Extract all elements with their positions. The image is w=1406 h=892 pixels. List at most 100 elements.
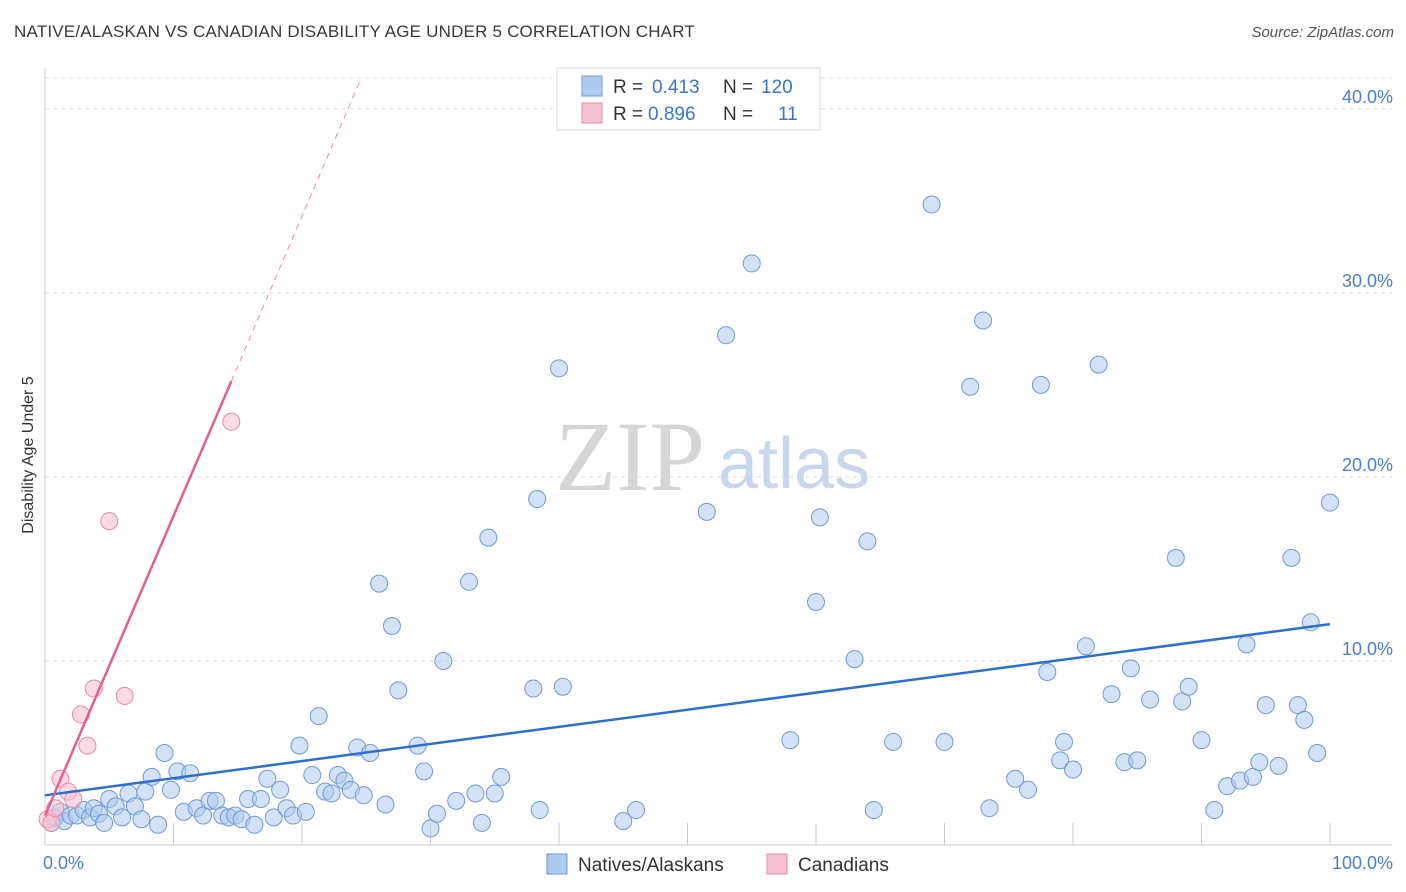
stats-n-value-blue: 120	[761, 77, 793, 98]
x-tick-label-0: 0.0%	[43, 853, 84, 873]
y-tick-label-0: 10.0%	[1342, 639, 1393, 659]
tick-labels: 10.0% 20.0% 30.0% 40.0% 0.0% 100.0%	[43, 87, 1393, 873]
natives-point-20	[155, 743, 174, 762]
natives-point-103	[1128, 751, 1147, 770]
legend-label-canadians: Canadians	[798, 855, 889, 876]
natives-point-42	[296, 802, 315, 821]
natives-point-78	[742, 254, 761, 273]
y-tick-label-3: 40.0%	[1342, 87, 1393, 107]
natives-point-82	[845, 650, 864, 669]
legend-label-natives: Natives/Alaskans	[578, 855, 724, 876]
natives-point-73	[553, 677, 572, 696]
stats-swatch-blue	[581, 75, 603, 97]
natives-point-76	[697, 502, 716, 521]
natives-point-19	[149, 815, 168, 834]
natives-point-10	[95, 813, 114, 832]
stats-n-label-pink: N =	[723, 104, 753, 125]
natives-point-38	[271, 780, 290, 799]
watermark: ZIP atlas	[555, 401, 870, 512]
natives-point-88	[961, 377, 980, 396]
natives-point-87	[935, 732, 954, 751]
stats-r-value-pink: 0.896	[648, 104, 696, 125]
natives-point-65	[472, 813, 491, 832]
natives-point-84	[864, 801, 883, 820]
stats-n-value-pink: 11	[778, 104, 798, 125]
canadians-trend-extension	[230, 81, 361, 382]
natives-point-34	[245, 815, 264, 834]
natives-point-114	[1250, 753, 1269, 772]
y-tick-label-2: 30.0%	[1342, 271, 1393, 291]
natives-point-86	[922, 195, 941, 214]
natives-point-85	[884, 732, 903, 751]
canadians-point-10	[115, 686, 134, 705]
canadians-point-7	[78, 736, 97, 755]
natives-point-74	[614, 812, 633, 831]
natives-point-58	[415, 762, 434, 781]
natives-point-96	[1055, 732, 1074, 751]
natives-point-36	[258, 769, 277, 788]
canadians-point-11	[222, 412, 241, 431]
natives-point-37	[264, 808, 283, 827]
natives-point-16	[132, 810, 151, 829]
natives-trend-line	[44, 622, 1331, 797]
stats-legend: R = 0.413 N = 120 R = 0.896 N = 11	[556, 67, 821, 131]
natives-point-109	[1205, 801, 1224, 820]
natives-point-122	[1321, 493, 1339, 512]
natives-point-21	[161, 780, 180, 799]
natives-point-89	[974, 311, 993, 330]
natives-point-99	[1089, 355, 1108, 374]
natives-point-95	[1051, 751, 1070, 770]
stats-r-label-pink: R =	[613, 104, 643, 125]
natives-point-107	[1179, 677, 1198, 696]
natives-point-112	[1237, 635, 1256, 654]
natives-point-116	[1269, 756, 1288, 775]
natives-point-75	[627, 801, 646, 820]
stats-r-value-blue: 0.413	[652, 77, 700, 98]
grid	[45, 77, 1392, 662]
natives-point-121	[1308, 743, 1327, 762]
natives-point-91	[1006, 769, 1025, 788]
natives-point-105	[1166, 548, 1185, 567]
natives-point-119	[1295, 710, 1314, 729]
natives-point-13	[113, 808, 132, 827]
natives-point-69	[524, 679, 543, 698]
natives-point-100	[1102, 685, 1121, 704]
canadians-point-9	[100, 512, 119, 531]
natives-point-51	[354, 786, 373, 805]
natives-point-41	[290, 736, 309, 755]
natives-point-63	[460, 572, 479, 591]
natives-point-90	[980, 799, 999, 818]
natives-point-56	[389, 681, 408, 700]
legend-swatch-canadians	[766, 853, 788, 875]
natives-point-79	[781, 731, 800, 750]
stats-swatch-pink	[581, 102, 603, 124]
natives-point-72	[550, 359, 568, 378]
natives-point-81	[810, 508, 829, 527]
natives-point-104	[1141, 690, 1160, 709]
x-tick-label-1: 100.0%	[1332, 853, 1393, 873]
natives-point-67	[485, 784, 504, 803]
natives-point-46	[322, 784, 341, 803]
natives-point-97	[1064, 760, 1082, 779]
natives-point-70	[528, 489, 547, 508]
natives-point-55	[382, 616, 401, 635]
natives-point-93	[1031, 375, 1050, 394]
natives-points	[42, 195, 1339, 838]
natives-point-77	[717, 326, 736, 345]
natives-point-54	[376, 795, 395, 814]
natives-point-98	[1076, 637, 1095, 656]
canadians-points	[38, 412, 241, 832]
natives-point-83	[858, 532, 877, 551]
natives-point-102	[1121, 659, 1140, 678]
legend-swatch-natives	[546, 853, 568, 875]
natives-point-68	[492, 767, 511, 786]
natives-point-115	[1256, 696, 1275, 715]
natives-point-60	[427, 804, 446, 823]
trend-lines	[43, 81, 1331, 817]
canadians-point-1	[42, 813, 61, 832]
watermark-zip: ZIP	[555, 401, 705, 512]
natives-point-80	[807, 593, 825, 612]
natives-point-64	[466, 784, 485, 803]
natives-point-62	[447, 791, 466, 810]
